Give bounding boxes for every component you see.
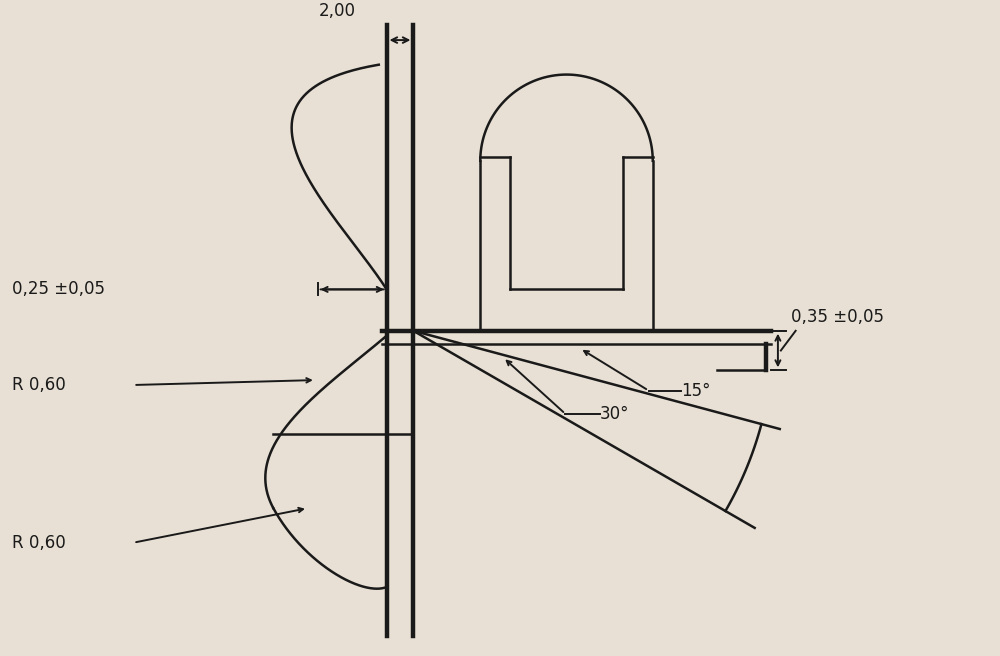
Text: R 0,60: R 0,60 <box>12 376 66 394</box>
Text: 0,25 ±0,05: 0,25 ±0,05 <box>12 280 105 298</box>
Text: R 0,60: R 0,60 <box>12 534 66 552</box>
Text: 2,00: 2,00 <box>319 3 356 20</box>
Text: 0,35 ±0,05: 0,35 ±0,05 <box>791 308 884 326</box>
Text: 15°: 15° <box>681 382 711 400</box>
Text: 30°: 30° <box>600 405 629 423</box>
